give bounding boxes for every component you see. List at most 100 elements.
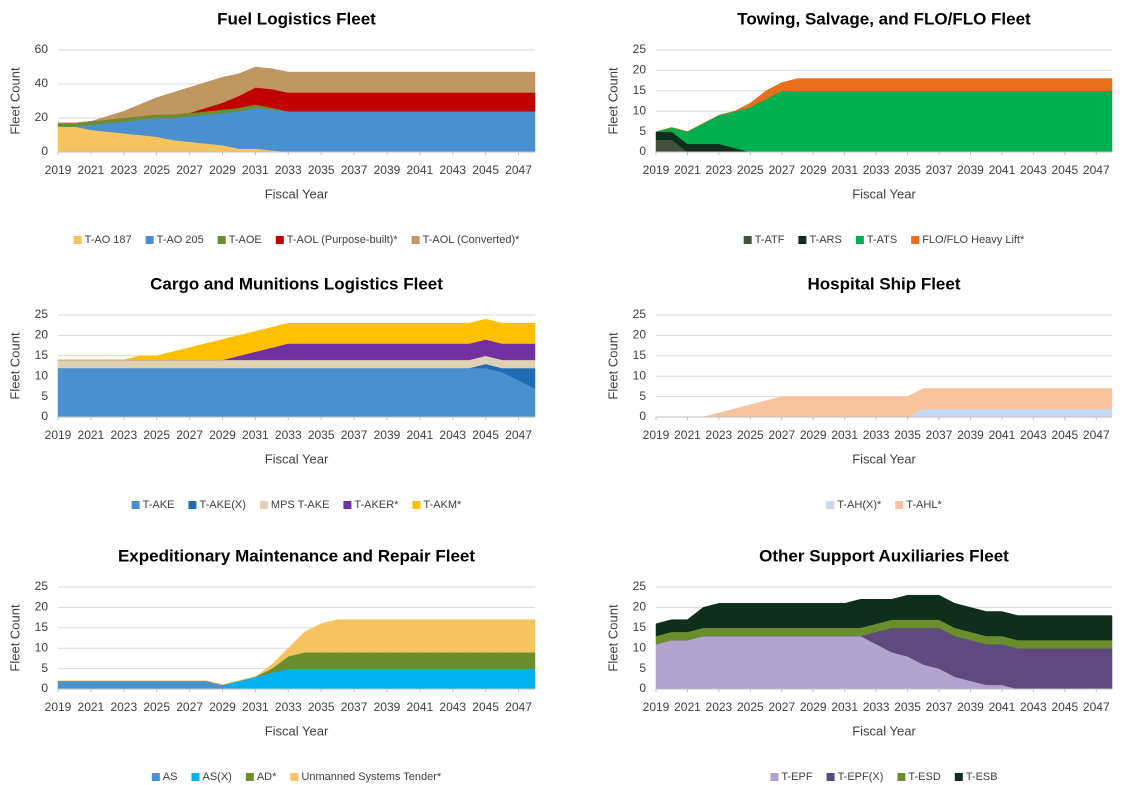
y-tick-label: 5 bbox=[41, 661, 48, 675]
x-tick-label: 2019 bbox=[45, 428, 72, 442]
x-tick-label: 2033 bbox=[863, 163, 890, 177]
x-tick-label: 2019 bbox=[45, 700, 72, 714]
y-tick-label: 10 bbox=[633, 640, 647, 654]
y-tick-label: 10 bbox=[633, 103, 647, 117]
legend-swatch bbox=[911, 236, 920, 244]
x-tick-label: 2029 bbox=[800, 700, 827, 714]
x-tick-label: 2027 bbox=[768, 163, 795, 177]
x-tick-label: 2025 bbox=[143, 163, 170, 177]
x-tick-label: 2037 bbox=[341, 428, 368, 442]
x-tick-label: 2031 bbox=[831, 700, 858, 714]
x-tick-label: 2031 bbox=[242, 163, 269, 177]
y-tick-label: 20 bbox=[633, 63, 647, 77]
legend-label: AD* bbox=[257, 771, 277, 783]
x-tick-label: 2019 bbox=[643, 163, 670, 177]
legend-swatch bbox=[290, 773, 299, 781]
x-tick-label: 2037 bbox=[341, 163, 368, 177]
legend-swatch bbox=[826, 773, 835, 781]
x-tick-label: 2027 bbox=[768, 700, 795, 714]
y-tick-label: 25 bbox=[35, 579, 49, 593]
x-tick-label: 2037 bbox=[926, 428, 953, 442]
x-tick-label: 2029 bbox=[209, 428, 236, 442]
x-tick-label: 2025 bbox=[143, 700, 170, 714]
x-tick-label: 2023 bbox=[110, 428, 137, 442]
y-tick-label: 5 bbox=[639, 124, 646, 138]
x-tick-label: 2041 bbox=[407, 700, 434, 714]
x-tick-label: 2043 bbox=[439, 163, 466, 177]
x-tick-label: 2037 bbox=[926, 700, 953, 714]
x-tick-label: 2021 bbox=[78, 163, 105, 177]
x-tick-label: 2033 bbox=[275, 163, 302, 177]
x-tick-label: 2043 bbox=[439, 700, 466, 714]
legend-swatch bbox=[411, 236, 420, 244]
legend-swatch bbox=[412, 501, 421, 509]
y-tick-label: 60 bbox=[35, 42, 49, 56]
x-tick-label: 2025 bbox=[143, 428, 170, 442]
legend-swatch bbox=[131, 501, 140, 509]
x-tick-label: 2029 bbox=[800, 428, 827, 442]
y-tick-label: 20 bbox=[35, 600, 49, 614]
legend-swatch bbox=[895, 501, 904, 509]
chart-panel: Cargo and Munitions Logistics Fleet Fleet… bbox=[7, 274, 536, 511]
x-tick-label: 2025 bbox=[737, 700, 764, 714]
x-tick-label: 2023 bbox=[706, 700, 733, 714]
area-series bbox=[655, 594, 1113, 641]
x-tick-label: 2019 bbox=[643, 700, 670, 714]
x-tick-label: 2047 bbox=[1083, 428, 1110, 442]
x-tick-label: 2039 bbox=[957, 428, 984, 442]
y-tick-label: 10 bbox=[35, 640, 49, 654]
legend-swatch bbox=[798, 236, 807, 244]
y-tick-label: 25 bbox=[633, 579, 647, 593]
legend-label: T-AOL (Converted)* bbox=[423, 234, 521, 246]
y-tick-label: 15 bbox=[633, 348, 647, 362]
legend-label: Unmanned Systems Tender* bbox=[301, 771, 442, 783]
y-tick-label: 5 bbox=[639, 661, 646, 675]
chart-panel: Other Support Auxiliaries Fleet Fleet Cou… bbox=[605, 546, 1113, 783]
x-tick-label: 2037 bbox=[341, 700, 368, 714]
chart-panel: Towing, Salvage, and FLO/FLO Fleet Fleet … bbox=[605, 9, 1113, 246]
y-tick-label: 0 bbox=[41, 681, 48, 695]
legend-swatch bbox=[954, 773, 963, 781]
x-tick-label: 2025 bbox=[737, 428, 764, 442]
y-tick-label: 20 bbox=[35, 328, 49, 342]
y-axis-title: Fleet Count bbox=[7, 604, 22, 672]
x-axis-title: Fiscal Year bbox=[265, 723, 329, 738]
legend-label: T-ATF bbox=[755, 234, 785, 246]
x-tick-label: 2047 bbox=[1083, 163, 1110, 177]
y-tick-label: 5 bbox=[639, 389, 646, 403]
legend-swatch bbox=[259, 501, 268, 509]
legend-label: T-AKER* bbox=[354, 499, 399, 511]
x-axis-title: Fiscal Year bbox=[852, 723, 916, 738]
x-tick-label: 2045 bbox=[1051, 163, 1078, 177]
x-tick-label: 2023 bbox=[110, 700, 137, 714]
y-tick-label: 0 bbox=[639, 409, 646, 423]
legend-label: T-AH(X)* bbox=[837, 499, 882, 511]
y-tick-label: 10 bbox=[633, 368, 647, 382]
x-tick-label: 2025 bbox=[737, 163, 764, 177]
x-tick-label: 2029 bbox=[800, 163, 827, 177]
x-tick-label: 2045 bbox=[472, 428, 499, 442]
y-tick-label: 0 bbox=[41, 144, 48, 158]
y-tick-label: 0 bbox=[41, 409, 48, 423]
legend-swatch bbox=[217, 236, 226, 244]
x-tick-label: 2047 bbox=[505, 163, 532, 177]
chart-title: Hospital Ship Fleet bbox=[807, 274, 960, 293]
legend-label: T-EPF(X) bbox=[838, 771, 884, 783]
x-tick-label: 2045 bbox=[1051, 700, 1078, 714]
x-tick-label: 2047 bbox=[505, 700, 532, 714]
area-series bbox=[58, 619, 536, 686]
x-axis-title: Fiscal Year bbox=[852, 451, 916, 466]
y-tick-label: 20 bbox=[35, 110, 49, 124]
x-tick-label: 2035 bbox=[308, 428, 335, 442]
y-tick-label: 10 bbox=[35, 368, 49, 382]
x-tick-label: 2041 bbox=[989, 428, 1016, 442]
legend-label: T-AKE bbox=[143, 499, 175, 511]
x-tick-label: 2047 bbox=[1083, 700, 1110, 714]
legend: AS AS(X) AD* Unmanned Systems Tender* bbox=[151, 771, 442, 783]
legend-label: T-AO 187 bbox=[85, 234, 132, 246]
y-axis-title: Fleet Count bbox=[605, 604, 620, 672]
x-tick-label: 2043 bbox=[1020, 700, 1047, 714]
legend: T-AO 187 T-AO 205 T-AOE T-AOL (Purpose-buil… bbox=[73, 234, 521, 246]
legend-label: T-AO 205 bbox=[157, 234, 204, 246]
x-tick-label: 2041 bbox=[407, 428, 434, 442]
